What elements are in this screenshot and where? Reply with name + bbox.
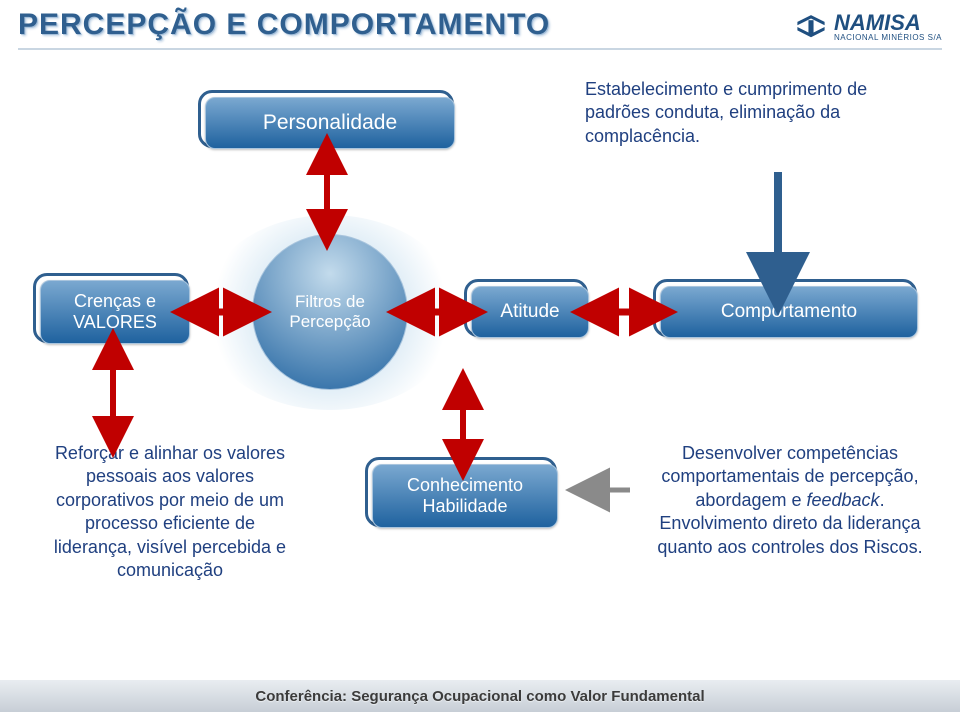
- label-personalidade: Personalidade: [224, 111, 436, 135]
- desc-bottom-left: Reforçar e alinhar os valores pessoais a…: [50, 442, 290, 582]
- box-personalidade: Personalidade: [205, 97, 455, 149]
- title-divider: [18, 48, 942, 50]
- box-comportamento-outline: Comportamento: [653, 279, 917, 337]
- label-conhecimento: Conhecimento Habilidade: [391, 475, 539, 517]
- box-conhecimento-outline: Conhecimento Habilidade: [365, 457, 557, 527]
- box-atitude-outline: Atitude: [464, 279, 588, 337]
- label-comportamento: Comportamento: [679, 301, 899, 323]
- logo-sub: NACIONAL MINÉRIOS S/A: [834, 34, 942, 42]
- logo-name: NAMISA: [834, 12, 942, 34]
- box-conhecimento: Conhecimento Habilidade: [372, 464, 558, 528]
- box-crencas: Crenças e VALORES: [40, 280, 190, 344]
- label-crencas: Crenças e VALORES: [59, 291, 171, 333]
- page-title-text: PERCEPÇÃO E COMPORTAMENTO: [18, 8, 550, 41]
- circle-filtros: Filtros de Percepção: [252, 234, 408, 390]
- footer-text: Conferência: Segurança Ocupacional como …: [255, 688, 704, 705]
- box-crencas-outline: Crenças e VALORES: [33, 273, 189, 343]
- logo: NAMISA NACIONAL MINÉRIOS S/A: [794, 10, 942, 44]
- label-atitude: Atitude: [490, 301, 570, 323]
- namisa-logo-icon: [794, 10, 828, 44]
- box-atitude: Atitude: [471, 286, 589, 338]
- page-title: PERCEPÇÃO E COMPORTAMENTO: [18, 8, 550, 42]
- box-personalidade-outline: Personalidade: [198, 90, 454, 148]
- footer: Conferência: Segurança Ocupacional como …: [0, 680, 960, 712]
- desc-bottom-right: Desenvolver competências comportamentais…: [640, 442, 940, 559]
- label-filtros: Filtros de Percepção: [289, 292, 370, 332]
- box-comportamento: Comportamento: [660, 286, 918, 338]
- logo-text: NAMISA NACIONAL MINÉRIOS S/A: [834, 12, 942, 42]
- desc-top-right: Estabelecimento e cumprimento de padrões…: [585, 78, 915, 148]
